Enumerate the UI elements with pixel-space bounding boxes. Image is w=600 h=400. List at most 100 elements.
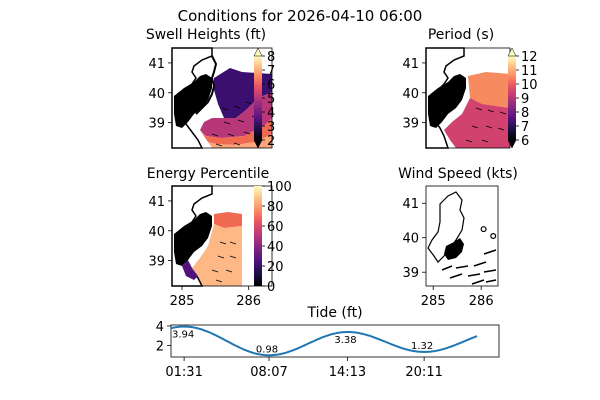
wind-calm-circle [480,226,487,233]
colorbar-extend-max [253,47,263,57]
y-tick-label: 40 [148,87,165,102]
period-arrows [465,107,507,143]
energy-field-mid [214,212,242,228]
x-tick-label: 286 [236,294,261,309]
y-axis: 39 40 41 [402,197,426,281]
map-area [425,47,511,149]
y-tick-label: 39 [402,117,419,132]
panel-title: Energy Percentile [147,166,270,182]
x-axis: 01:31 08:07 14:13 20:11 [165,357,443,380]
colorbar-tick-label: 80 [267,200,284,215]
x-tick-label: 14:13 [329,365,366,380]
y-axis: 39 40 41 [148,195,172,270]
colorbar-tick-label: 7 [521,120,529,135]
panel-title: Period (s) [428,27,494,43]
y-tick-label: 40 [402,87,419,102]
map-frame [425,185,499,287]
y-axis: 39 40 41 [148,57,172,132]
colorbar-tick-label: 5 [267,92,275,107]
coast-land [174,212,212,266]
x-axis: 285 286 [421,286,494,309]
colorbar-gradient [254,186,262,286]
colorbar-tick-label: 8 [267,50,275,65]
panel-title: Tide (ft) [306,305,362,321]
y-axis: 39 40 41 [402,57,426,132]
colorbar-ticks: 0 20 40 60 80 100 [262,180,292,295]
wind-marks [480,226,497,239]
map-frame [171,185,273,287]
x-tick-label: 08:07 [250,365,287,380]
y-tick-label: 2 [156,339,164,354]
colorbar-tick-label: 2 [267,134,275,149]
x-tick-label: 01:31 [165,365,202,380]
x-tick-label: 20:11 [405,365,442,380]
y-tick-label: 39 [402,266,419,281]
figure-title: Conditions for 2026-04-10 06:00 [178,7,423,25]
coast-land [444,238,464,260]
panel-wind-speed: Wind Speed (kts) 39 40 41 285 286 [398,166,518,309]
coastline-detail [195,55,218,115]
y-axis: 24 [156,320,171,354]
tide-extremum-label: 0.98 [256,344,278,355]
tide-extremum-label: 3.94 [172,330,194,341]
colorbar-tick-label: 12 [521,50,538,65]
x-tick-label: 286 [469,294,494,309]
colorbar-tick-label: 8 [521,106,529,121]
colorbar-tick-label: 60 [267,220,284,235]
tide-extremum-label: 3.38 [334,335,356,346]
wind-barbs [441,249,497,285]
coast-land [174,74,212,128]
colorbar-tick-label: 4 [267,106,275,121]
x-tick-label: 285 [421,294,446,309]
colorbar-gradient [508,56,516,140]
tide-extremum-label: 1.32 [411,341,433,352]
energy-field-low [182,260,198,280]
panel-energy-percentile: Energy Percentile 39 40 41 285 286 0 20 40 60 8… [147,166,292,309]
map-frame [171,47,273,149]
panel-title: Wind Speed (kts) [398,166,518,182]
colorbar-tick-label: 0 [267,280,275,295]
colorbar-tick-label: 20 [267,260,284,275]
tide-extrema-labels: 3.94 0.98 3.38 1.32 [172,330,433,356]
y-tick-label: 41 [148,195,165,210]
panel-tide: Tide (ft) 3.940.983.381.32 24 01:31 08:07… [156,305,500,380]
colorbar-tick-label: 7 [267,64,275,79]
map-area [425,185,499,287]
colorbar: 0 20 40 60 80 100 [254,180,292,295]
y-tick-label: 41 [402,197,419,212]
colorbar-tick-label: 6 [267,78,275,93]
x-tick-label: 285 [170,294,195,309]
y-tick-label: 4 [156,320,164,335]
colorbar-tick-label: 6 [521,134,529,149]
colorbar-tick-label: 10 [521,78,538,93]
colorbar-gradient [254,56,262,140]
y-tick-label: 41 [148,57,165,72]
period-field-long [468,72,510,108]
period-field-mid [444,98,510,148]
panel-title: Swell Heights (ft) [146,27,266,43]
swell-arrows [211,101,259,147]
tide-series-line [170,325,478,357]
colorbar-tick-label: 3 [267,120,275,135]
energy-arrows [211,241,237,283]
y-tick-label: 41 [402,57,419,72]
colorbar-tick-label: 40 [267,240,284,255]
coast-land [428,74,466,128]
colorbar-extend-min [507,139,517,149]
y-tick-label: 39 [148,117,165,132]
colorbar-extend-min [253,139,263,149]
energy-field-high [192,224,242,286]
x-axis: 285 286 [170,286,261,309]
y-tick-label: 39 [148,255,165,270]
y-tick-label: 40 [402,232,419,247]
colorbar-tick-label: 100 [267,180,292,195]
colorbar-tick-label: 9 [521,92,529,107]
colorbar-extend-max [507,47,517,57]
